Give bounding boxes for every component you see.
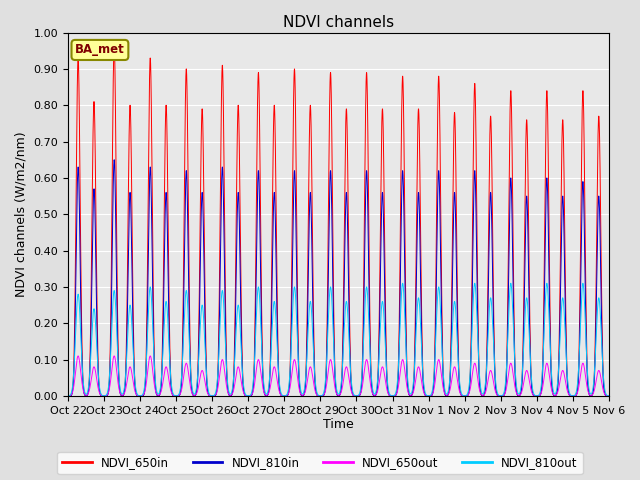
NDVI_650in [490,319,498,324]
Legend: NDVI_650in, NDVI_810in, NDVI_650out, NDVI_810out: NDVI_650in, NDVI_810in, NDVI_650out, NDV… [58,452,582,474]
NDVI_650in [267,343,275,349]
NDVI_810in [180,292,188,298]
NDVI_810out [64,393,72,399]
NDVI_810in [605,393,612,399]
Title: NDVI channels: NDVI channels [283,15,394,30]
NDVI_650in [413,175,421,180]
NDVI_650in [64,393,72,399]
NDVI_650out [174,393,182,398]
NDVI_650in [180,246,188,252]
Line: NDVI_810out: NDVI_810out [68,283,609,396]
NDVI_810in [603,393,611,399]
Y-axis label: NDVI channels (W/m2/nm): NDVI channels (W/m2/nm) [15,132,28,297]
NDVI_650out [603,393,611,398]
NDVI_650in [605,393,612,399]
NDVI_650in [603,393,611,399]
X-axis label: Time: Time [323,419,354,432]
NDVI_810out [603,393,611,398]
NDVI_650out [74,353,82,359]
NDVI_810out [180,329,188,335]
NDVI_810out [174,393,182,398]
NDVI_650out [64,393,72,399]
NDVI_810in [413,238,421,244]
NDVI_810out [579,280,587,286]
Line: NDVI_650in: NDVI_650in [68,44,609,396]
NDVI_810in [64,393,72,399]
NDVI_810in [174,393,182,399]
NDVI_810out [490,347,498,352]
NDVI_650out [413,368,421,374]
NDVI_810out [413,311,420,317]
NDVI_810out [605,393,612,399]
NDVI_650out [180,372,188,378]
NDVI_650in [174,393,182,399]
NDVI_650out [267,383,275,388]
NDVI_810in [110,157,118,163]
Text: BA_met: BA_met [75,44,125,57]
Line: NDVI_650out: NDVI_650out [68,356,609,396]
NDVI_650out [605,393,612,399]
NDVI_650in [110,41,118,47]
NDVI_810in [267,358,275,364]
NDVI_650out [490,382,498,387]
NDVI_810out [267,361,275,367]
NDVI_810in [490,339,498,345]
Line: NDVI_810in: NDVI_810in [68,160,609,396]
